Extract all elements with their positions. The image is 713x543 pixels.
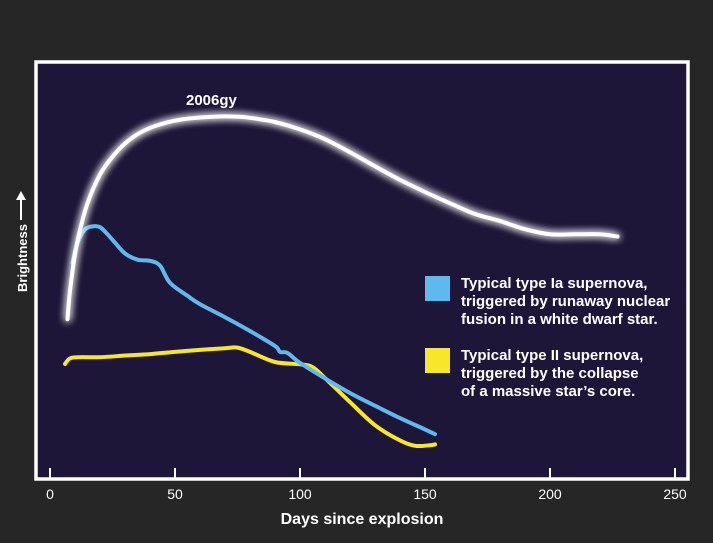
plot-area xyxy=(34,60,690,481)
legend-swatch-type-ii xyxy=(425,348,450,373)
legend-label-type-ii: Typical type II supernova, triggered by … xyxy=(461,347,647,400)
x-tick-label: 50 xyxy=(167,486,183,502)
y-axis-title-group: Brightness xyxy=(15,224,30,292)
legend: Typical type Ia supernova, triggered by … xyxy=(425,275,674,400)
y-axis-title: Brightness xyxy=(15,224,30,292)
legend-label-type-ia: Typical type Ia supernova, triggered by … xyxy=(461,275,674,328)
legend-line: Typical type Ia supernova, xyxy=(461,275,647,292)
brightness-arrow-icon xyxy=(16,191,26,220)
x-axis: 0 50 100 150 200 250 xyxy=(46,468,687,502)
series-label-2006gy: 2006gy xyxy=(186,92,238,109)
x-tick-label: 0 xyxy=(46,486,54,502)
series-line-type-ii xyxy=(63,345,437,449)
series-line-type-ia xyxy=(70,224,437,437)
legend-swatch-type-ia xyxy=(425,276,450,301)
series-layer xyxy=(63,114,620,449)
legend-line: fusion in a white dwarf star. xyxy=(461,311,658,328)
x-tick-label: 100 xyxy=(288,486,312,502)
series-line-2006gy xyxy=(65,114,620,322)
x-tick-label: 250 xyxy=(663,486,687,502)
legend-line: triggered by runaway nuclear xyxy=(461,293,670,310)
x-tick-label: 200 xyxy=(538,486,562,502)
x-tick-label: 150 xyxy=(413,486,437,502)
legend-line: of a massive star’s core. xyxy=(461,383,635,400)
x-axis-title: Days since explosion xyxy=(281,511,444,528)
legend-line: triggered by the collapse xyxy=(461,365,639,382)
legend-line: Typical type II supernova, xyxy=(461,347,643,364)
